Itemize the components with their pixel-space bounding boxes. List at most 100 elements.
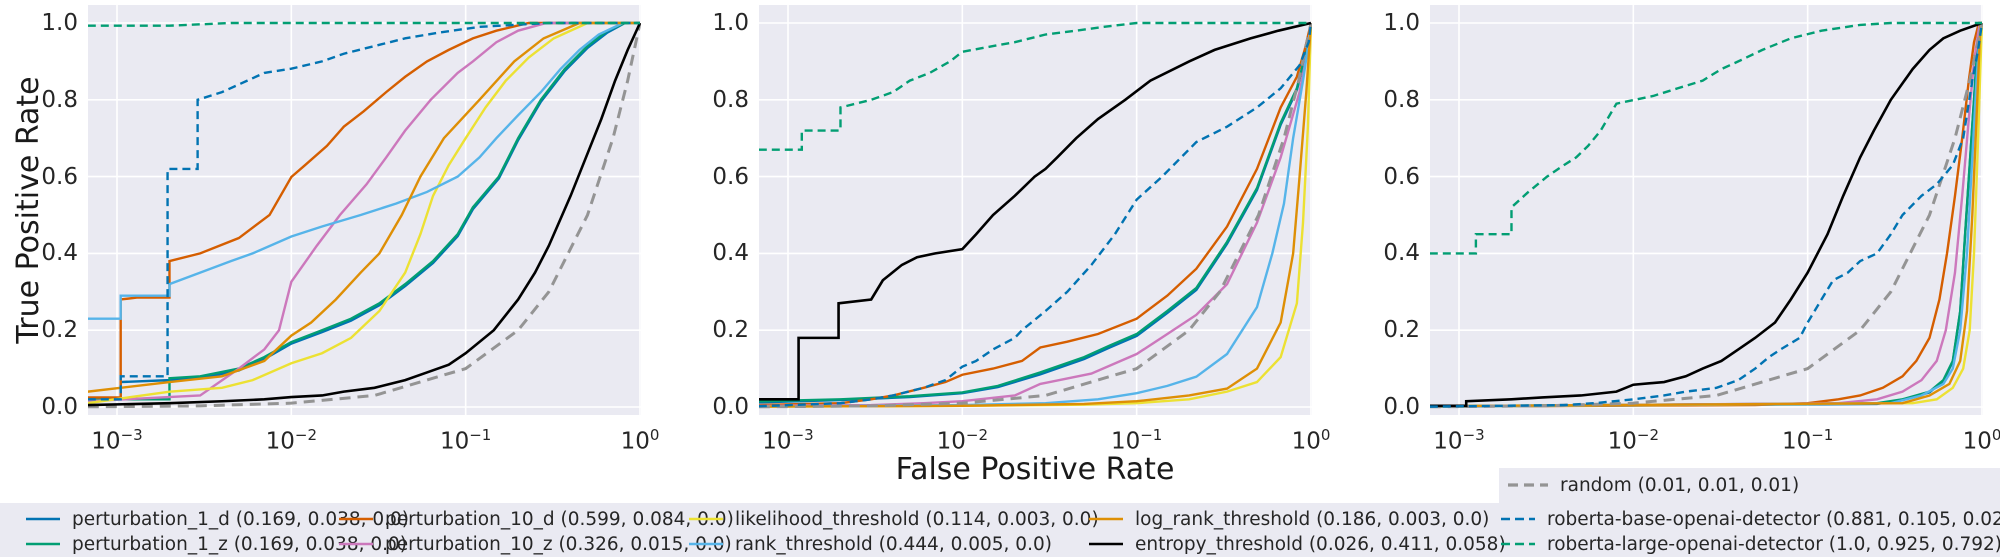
- curve-perturbation_10_d: [759, 22, 1312, 407]
- legend-item-entropy_threshold: entropy_threshold (0.026, 0.411, 0.058): [1088, 532, 1506, 556]
- curve-likelihood_threshold: [759, 22, 1312, 408]
- curve-perturbation_10_z: [1430, 21, 1982, 408]
- curve-perturbation_10_z: [88, 21, 640, 403]
- legend-swatch-random: [1507, 481, 1549, 489]
- legend-item-roberta-base-openai-detector: roberta-base-openai-detector (0.881, 0.1…: [1500, 507, 2000, 531]
- legend-swatch-perturbation_1_d: [25, 515, 61, 523]
- panel-2-xtick-1e−2: 10−2: [936, 426, 989, 455]
- panel-1-ytick-0.2: 0.2: [41, 317, 78, 344]
- panel-3-canvas: [1430, 5, 1983, 415]
- legend-label-rank_threshold: rank_threshold (0.444, 0.005, 0.0): [735, 533, 1052, 555]
- legend-swatch-entropy_threshold: [1088, 540, 1124, 548]
- legend-label-roberta-base-openai-detector: roberta-base-openai-detector (0.881, 0.1…: [1547, 508, 2000, 530]
- curve-roberta-base-openai-detector: [1430, 22, 1983, 408]
- curve-perturbation_10_z: [759, 22, 1312, 408]
- curve-log_rank_threshold: [88, 21, 640, 393]
- legend-label-perturbation_1_z: perturbation_1_z (0.169, 0.038, 0.0): [72, 533, 407, 555]
- curve-perturbation_10_d: [88, 21, 640, 399]
- legend-label-perturbation_1_d: perturbation_1_d (0.169, 0.038, 0.0): [72, 508, 410, 530]
- legend-swatch-perturbation_10_z: [338, 540, 374, 548]
- legend-item-perturbation_1_d: perturbation_1_d (0.169, 0.038, 0.0): [25, 507, 409, 531]
- roc-panel-3: [1430, 5, 1983, 415]
- curve-perturbation_1_z: [1430, 21, 1982, 408]
- panel-2-ytick-0.0: 0.0: [712, 394, 749, 420]
- curve-roberta-base-openai-detector: [759, 22, 1312, 408]
- legend-swatch-perturbation_1_z: [25, 540, 61, 548]
- panel-1-xtick-1e−3: 10−3: [91, 426, 143, 455]
- legend-label-perturbation_10_z: perturbation_10_z (0.326, 0.015, 0.0): [385, 533, 732, 555]
- panel-3-xtick-1e0: 100: [1962, 426, 2000, 455]
- curve-roberta-large-openai-detector: [88, 21, 640, 27]
- legend-item-perturbation_10_d: perturbation_10_d (0.599, 0.084, 0.0): [338, 507, 734, 531]
- curve-rank_threshold: [759, 22, 1312, 408]
- panel-1-ytick-0.0: 0.0: [41, 394, 78, 420]
- curve-entropy_threshold: [88, 22, 641, 407]
- panel-2-ytick-0.2: 0.2: [712, 317, 749, 344]
- curve-rank_threshold: [1430, 21, 1982, 408]
- panel-3-ytick-0.0: 0.0: [1383, 394, 1420, 420]
- curve-perturbation_1_z: [88, 21, 640, 401]
- panel-2-xtick-1e−1: 10−1: [1110, 426, 1163, 455]
- legend-label-log_rank_threshold: log_rank_threshold (0.186, 0.003, 0.0): [1135, 508, 1490, 530]
- panel-3-xtick-1e−1: 10−1: [1781, 426, 1834, 455]
- panel-2-ytick-1.0: 1.0: [712, 10, 749, 36]
- x-axis-label: False Positive Rate: [895, 452, 1175, 487]
- legend: perturbation_1_d (0.169, 0.038, 0.0) pert…: [0, 503, 2000, 557]
- panel-3-xtick-1e−2: 10−2: [1607, 426, 1660, 455]
- panel-1-ytick-0.6: 0.6: [41, 163, 78, 190]
- legend-item-random: random (0.01, 0.01, 0.01): [1507, 473, 1799, 497]
- panel-3-ytick-1.0: 1.0: [1383, 10, 1420, 36]
- panel-3-ytick-0.2: 0.2: [1383, 317, 1420, 344]
- legend-item-perturbation_1_z: perturbation_1_z (0.169, 0.038, 0.0): [25, 532, 407, 556]
- y-axis-label: True Positive Rate: [11, 76, 46, 344]
- legend-item-perturbation_10_z: perturbation_10_z (0.326, 0.015, 0.0): [338, 532, 732, 556]
- panel-1-ytick-0.8: 0.8: [41, 86, 78, 113]
- legend-swatch-roberta-large-openai-detector: [1500, 540, 1536, 548]
- panel-2-ytick-0.6: 0.6: [712, 163, 749, 190]
- panel-1-xtick-1e−2: 10−2: [265, 426, 318, 455]
- curve-log_rank_threshold: [759, 22, 1312, 408]
- panel-1-xtick-1e0: 100: [620, 426, 660, 455]
- curve-random: [759, 22, 1312, 409]
- curve-perturbation_1_d: [759, 22, 1312, 404]
- legend-swatch-perturbation_10_d: [338, 515, 374, 523]
- legend-label-roberta-large-openai-detector: roberta-large-openai-detector (1.0, 0.92…: [1547, 533, 2000, 555]
- legend-swatch-roberta-base-openai-detector: [1500, 515, 1536, 523]
- curve-perturbation_1_d: [1430, 21, 1982, 408]
- legend-item-roberta-large-openai-detector: roberta-large-openai-detector (1.0, 0.92…: [1500, 532, 2000, 556]
- legend-swatch-likelihood_threshold: [688, 515, 724, 523]
- curve-entropy_threshold: [759, 21, 1312, 401]
- panel-1-canvas: [88, 5, 641, 415]
- curve-roberta-base-openai-detector: [88, 21, 640, 401]
- panel-3-ytick-0.8: 0.8: [1383, 86, 1420, 113]
- curve-roberta-large-openai-detector: [1430, 21, 1982, 255]
- legend-label-perturbation_10_d: perturbation_10_d (0.599, 0.084, 0.0): [385, 508, 734, 530]
- panel-1-ytick-1.0: 1.0: [41, 10, 78, 36]
- panel-2-ytick-0.4: 0.4: [712, 240, 749, 267]
- curve-roberta-large-openai-detector: [759, 21, 1311, 151]
- panel-2-canvas: [759, 5, 1312, 415]
- roc-panel-2: [759, 5, 1312, 415]
- curve-random: [1430, 22, 1983, 409]
- legend-item-log_rank_threshold: log_rank_threshold (0.186, 0.003, 0.0): [1088, 507, 1489, 531]
- roc-panel-1: [88, 5, 641, 415]
- legend-random-box: random (0.01, 0.01, 0.01): [1499, 468, 2000, 503]
- legend-swatch-log_rank_threshold: [1088, 515, 1124, 523]
- panel-2-xtick-1e0: 100: [1291, 426, 1331, 455]
- panel-3-ytick-0.6: 0.6: [1383, 163, 1420, 190]
- panel-3-xtick-1e−3: 10−3: [1433, 426, 1485, 455]
- legend-label-random: random (0.01, 0.01, 0.01): [1560, 474, 1800, 496]
- curve-likelihood_threshold: [1430, 22, 1983, 408]
- curve-likelihood_threshold: [88, 21, 640, 405]
- legend-item-rank_threshold: rank_threshold (0.444, 0.005, 0.0): [688, 532, 1052, 556]
- curve-rank_threshold: [88, 21, 640, 320]
- legend-label-likelihood_threshold: likelihood_threshold (0.114, 0.003, 0.0): [735, 508, 1099, 530]
- legend-swatch-rank_threshold: [688, 540, 724, 548]
- legend-item-likelihood_threshold: likelihood_threshold (0.114, 0.003, 0.0): [688, 507, 1099, 531]
- curve-log_rank_threshold: [1430, 21, 1982, 408]
- curve-entropy_threshold: [1430, 21, 1983, 408]
- legend-label-entropy_threshold: entropy_threshold (0.026, 0.411, 0.058): [1135, 533, 1506, 555]
- curve-perturbation_10_d: [1430, 21, 1982, 408]
- panel-3-ytick-0.4: 0.4: [1383, 240, 1420, 267]
- panel-1-xtick-1e−1: 10−1: [439, 426, 492, 455]
